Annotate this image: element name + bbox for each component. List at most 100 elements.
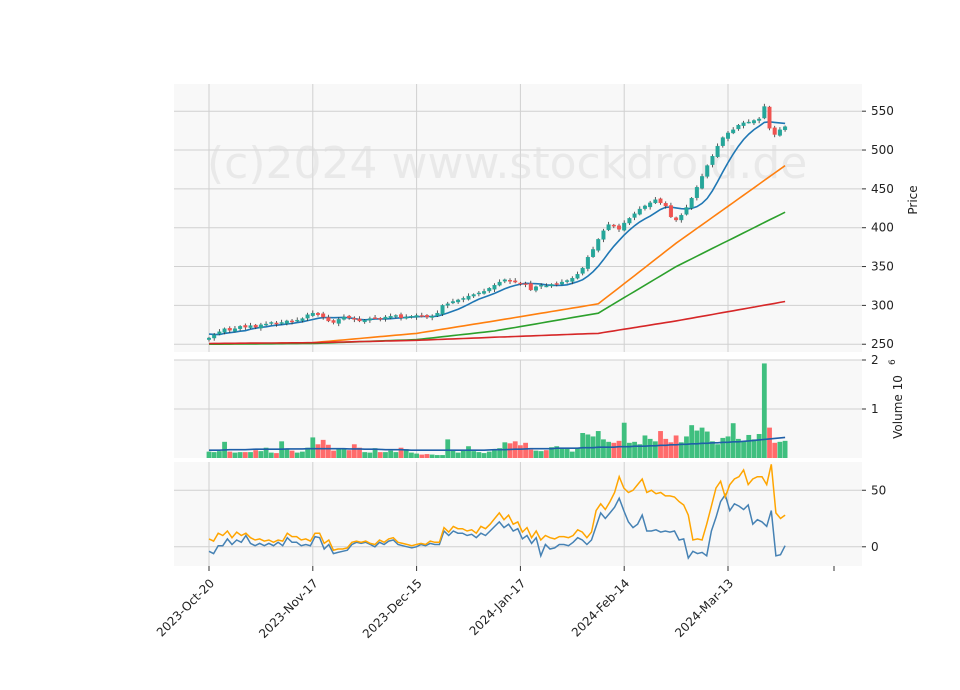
volume-bar <box>362 452 368 458</box>
volume-bar <box>393 452 399 458</box>
candle-body <box>336 319 341 324</box>
volume-bar <box>476 452 482 458</box>
candle-body <box>424 315 429 318</box>
volume-bar <box>564 448 570 458</box>
volume-bar <box>211 452 217 458</box>
candle-body <box>487 288 492 292</box>
candle-body <box>502 279 507 282</box>
volume-bar <box>440 455 445 458</box>
price-tick-label: 450 <box>871 182 894 196</box>
x-tick-label: 2023-Nov-17 <box>256 576 321 641</box>
volume-bar <box>626 442 632 458</box>
volume-bar <box>325 444 331 458</box>
volume-bar <box>575 447 580 458</box>
candle-body <box>352 318 357 320</box>
volume-bar <box>606 441 612 458</box>
candle-body <box>378 318 383 320</box>
volume-bar <box>305 447 311 458</box>
volume-bar <box>652 441 658 458</box>
candle-body <box>461 298 466 300</box>
candle-body <box>549 284 554 287</box>
volume-bar <box>481 453 487 458</box>
candle-body <box>357 318 362 322</box>
candle-body <box>544 285 549 288</box>
volume-bar <box>253 450 259 458</box>
volume-bar <box>388 450 394 458</box>
volume-bar <box>595 431 601 458</box>
candle-body <box>746 121 751 124</box>
candle-body <box>591 249 596 257</box>
candle-body <box>606 224 611 231</box>
candle-body <box>347 315 352 319</box>
volume-bar <box>678 442 684 458</box>
candle-body <box>720 137 725 146</box>
oscillator-tick-label: 50 <box>871 483 886 497</box>
candle-body <box>295 319 300 322</box>
volume-bar <box>206 451 212 458</box>
volume-bar <box>434 455 440 458</box>
price-tick-label: 500 <box>871 143 894 157</box>
candle-body <box>264 323 269 326</box>
x-tick-label: 2023-Dec-15 <box>360 576 425 641</box>
volume-bar <box>419 454 425 458</box>
candle-body <box>575 274 580 279</box>
volume-bar <box>310 437 316 458</box>
x-tick-label: 2024-Jan-17 <box>467 576 529 638</box>
candle-body <box>694 187 699 198</box>
candle-body <box>741 122 746 126</box>
candle-body <box>497 281 502 286</box>
candle-body <box>668 205 673 218</box>
candle-body <box>767 106 772 129</box>
volume-bar <box>455 452 461 458</box>
candle-body <box>326 317 331 322</box>
volume-bar <box>424 454 430 458</box>
candle-body <box>445 303 450 306</box>
candle-body <box>222 328 227 333</box>
volume-bar <box>274 453 279 458</box>
candle-body <box>731 129 736 134</box>
volume-bar <box>616 440 622 458</box>
volume-tick-label: 1 <box>871 402 879 416</box>
volume-bar <box>497 448 503 458</box>
candle-body <box>399 314 404 319</box>
volume-axis-title: Volume 10 <box>891 375 905 439</box>
candle-body <box>508 280 513 282</box>
candle-body <box>783 126 788 131</box>
volume-bar <box>538 451 544 458</box>
volume-bar <box>756 433 762 458</box>
volume-bar <box>268 452 274 458</box>
candle-body <box>258 324 263 329</box>
candle-body <box>476 292 481 295</box>
candle-body <box>757 118 762 121</box>
candle-body <box>435 312 440 317</box>
candle-body <box>648 202 653 208</box>
candle-body <box>627 218 632 224</box>
candle-body <box>471 294 476 297</box>
candle-body <box>492 284 497 290</box>
candle-body <box>419 315 424 317</box>
volume-bar <box>751 439 757 458</box>
candle-body <box>409 316 414 318</box>
watermark: (c)2024 www.stockdroid.de <box>207 138 807 189</box>
price-tick-label: 350 <box>871 260 894 274</box>
x-tick-label: 2024-Mar-13 <box>672 576 736 640</box>
candle-body <box>513 280 518 283</box>
volume-bar <box>429 454 435 458</box>
volume-bar <box>632 441 637 458</box>
candle-body <box>622 222 627 231</box>
volume-bar <box>294 452 300 458</box>
volume-bar <box>486 451 492 458</box>
volume-bar <box>398 447 404 458</box>
candle-body <box>450 301 455 304</box>
volume-bar <box>466 446 471 458</box>
moving-average-line-1 <box>208 120 786 336</box>
volume-bar <box>377 452 383 458</box>
oscillator-line-2 <box>208 464 786 552</box>
volume-bar <box>611 442 617 458</box>
candle-body <box>362 319 367 323</box>
volume-bar <box>673 435 679 458</box>
volume-bar <box>741 441 746 458</box>
candle-body <box>772 127 777 135</box>
volume-bar <box>227 451 233 458</box>
